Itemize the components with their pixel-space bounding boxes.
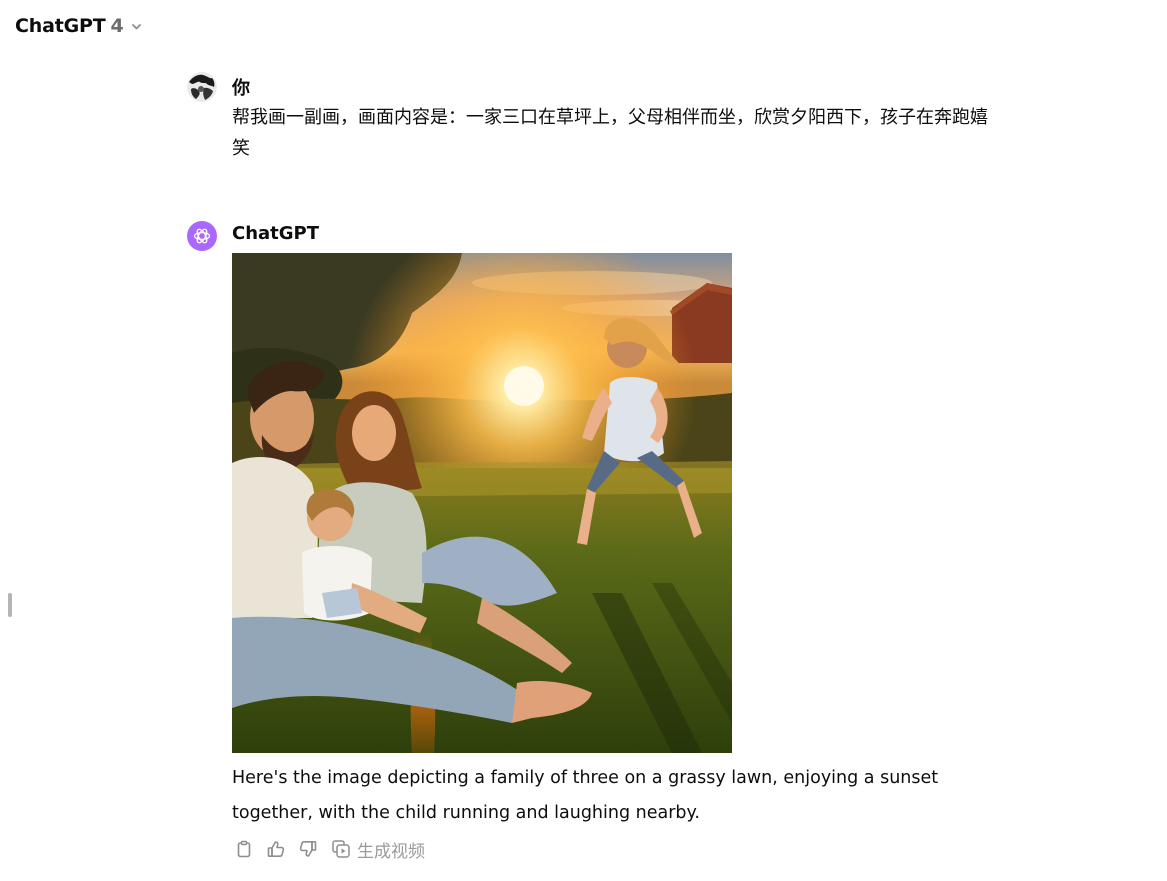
thumbs-up-icon bbox=[267, 841, 285, 857]
copy-button[interactable] bbox=[232, 837, 256, 861]
message-actions: 生成视频 bbox=[232, 837, 425, 862]
video-generate-icon bbox=[332, 840, 350, 858]
user-author-name: 你 bbox=[232, 78, 250, 99]
assistant-message-text: Here's the image depicting a family of t… bbox=[232, 768, 939, 823]
like-button[interactable] bbox=[264, 837, 288, 861]
assistant-author-name: ChatGPT bbox=[232, 223, 320, 244]
model-version: 4 bbox=[110, 15, 124, 37]
generate-video-button[interactable]: 生成视频 bbox=[330, 837, 425, 862]
model-selector[interactable]: ChatGPT 4 bbox=[15, 12, 143, 40]
user-message-text: 帮我画一副画，画面内容是：一家三口在草坪上，父母相伴而坐，欣赏夕阳西下，孩子在奔… bbox=[232, 107, 988, 159]
dislike-button[interactable] bbox=[296, 837, 320, 861]
user-avatar bbox=[187, 72, 217, 102]
thumbs-down-icon bbox=[299, 840, 317, 857]
chevron-down-icon bbox=[130, 20, 143, 33]
model-name: ChatGPT bbox=[15, 15, 106, 37]
clipboard-icon bbox=[237, 840, 251, 858]
openai-logo-icon bbox=[187, 221, 217, 251]
sidebar-resize-handle[interactable] bbox=[8, 593, 12, 617]
generated-image[interactable] bbox=[232, 253, 732, 753]
generate-video-label: 生成视频 bbox=[357, 841, 425, 862]
